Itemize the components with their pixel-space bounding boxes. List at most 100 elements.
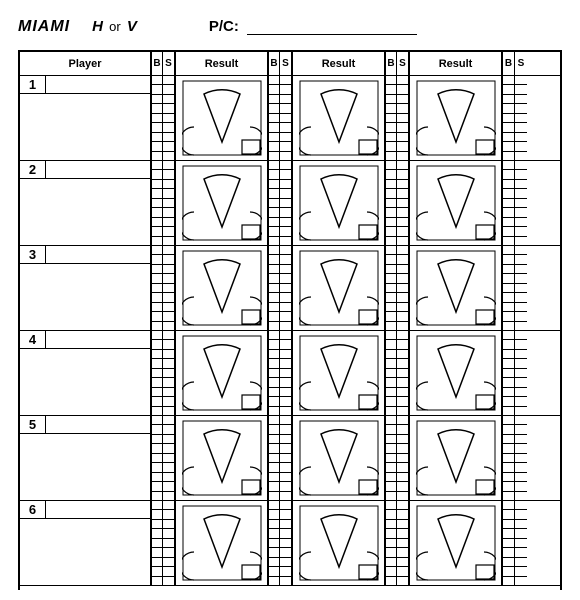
bs-cell[interactable] bbox=[386, 293, 396, 302]
bs-cell[interactable] bbox=[386, 482, 396, 491]
bs-cell[interactable] bbox=[152, 397, 162, 406]
bs-cell[interactable] bbox=[163, 218, 174, 227]
bs-cell[interactable] bbox=[152, 577, 162, 585]
bs-cell[interactable] bbox=[397, 227, 408, 236]
bs-cell[interactable] bbox=[269, 152, 279, 160]
bs-cell[interactable] bbox=[163, 123, 174, 132]
bs-cell[interactable] bbox=[515, 435, 527, 444]
bs-cell[interactable] bbox=[515, 180, 527, 189]
bs-cell[interactable] bbox=[503, 492, 514, 500]
bs-cell[interactable] bbox=[515, 85, 527, 94]
result-cell[interactable] bbox=[410, 246, 503, 330]
bs-column[interactable] bbox=[163, 246, 174, 330]
bs-cell[interactable] bbox=[269, 227, 279, 236]
bs-cell[interactable] bbox=[503, 85, 514, 94]
bs-cell[interactable] bbox=[386, 520, 396, 529]
bs-cell[interactable] bbox=[515, 274, 527, 283]
bs-cell[interactable] bbox=[152, 558, 162, 567]
bs-cell[interactable] bbox=[269, 142, 279, 151]
bs-cell[interactable] bbox=[280, 340, 291, 349]
bs-cell[interactable] bbox=[163, 180, 174, 189]
bs-cell[interactable] bbox=[269, 123, 279, 132]
bs-cell[interactable] bbox=[386, 378, 396, 387]
bs-cell[interactable] bbox=[280, 265, 291, 274]
result-cell[interactable] bbox=[293, 501, 386, 585]
bs-cell[interactable] bbox=[269, 397, 279, 406]
bs-column[interactable] bbox=[269, 246, 280, 330]
bs-cell[interactable] bbox=[386, 312, 396, 321]
bs-cell[interactable] bbox=[152, 322, 162, 330]
bs-column[interactable] bbox=[269, 331, 280, 415]
bs-cell[interactable] bbox=[269, 529, 279, 538]
bs-cell[interactable] bbox=[515, 104, 527, 113]
bs-cell[interactable] bbox=[280, 454, 291, 463]
bs-cell[interactable] bbox=[152, 180, 162, 189]
bs-cell[interactable] bbox=[152, 378, 162, 387]
bs-cell[interactable] bbox=[397, 180, 408, 189]
bs-cell[interactable] bbox=[152, 501, 162, 510]
bs-cell[interactable] bbox=[397, 510, 408, 519]
bs-cell[interactable] bbox=[515, 189, 527, 198]
bs-cell[interactable] bbox=[269, 265, 279, 274]
bs-column[interactable] bbox=[152, 501, 163, 585]
bs-column[interactable] bbox=[397, 416, 408, 500]
bs-cell[interactable] bbox=[397, 322, 408, 330]
result-cell[interactable] bbox=[293, 331, 386, 415]
bs-cell[interactable] bbox=[397, 284, 408, 293]
bs-cell[interactable] bbox=[397, 293, 408, 302]
bs-cell[interactable] bbox=[152, 350, 162, 359]
bs-cell[interactable] bbox=[152, 444, 162, 453]
bs-cell[interactable] bbox=[163, 501, 174, 510]
bs-cell[interactable] bbox=[163, 104, 174, 113]
bs-column[interactable] bbox=[397, 501, 408, 585]
bs-cell[interactable] bbox=[386, 454, 396, 463]
bs-cell[interactable] bbox=[280, 152, 291, 160]
bs-cell[interactable] bbox=[163, 255, 174, 264]
bs-cell[interactable] bbox=[280, 501, 291, 510]
bs-cell[interactable] bbox=[163, 463, 174, 472]
bs-cell[interactable] bbox=[397, 303, 408, 312]
bs-cell[interactable] bbox=[152, 567, 162, 576]
bs-cell[interactable] bbox=[503, 482, 514, 491]
bs-cell[interactable] bbox=[280, 255, 291, 264]
bs-cell[interactable] bbox=[503, 265, 514, 274]
bs-cell[interactable] bbox=[163, 454, 174, 463]
bs-cell[interactable] bbox=[163, 284, 174, 293]
bs-cell[interactable] bbox=[503, 246, 514, 255]
bs-cell[interactable] bbox=[280, 397, 291, 406]
bs-cell[interactable] bbox=[397, 208, 408, 217]
player-cell[interactable]: 6 bbox=[20, 501, 152, 585]
bs-cell[interactable] bbox=[152, 425, 162, 434]
player-cell[interactable]: 5 bbox=[20, 416, 152, 500]
bs-column[interactable] bbox=[269, 161, 280, 245]
bs-cell[interactable] bbox=[515, 407, 527, 415]
bs-cell[interactable] bbox=[163, 473, 174, 482]
bs-cell[interactable] bbox=[397, 501, 408, 510]
bs-cell[interactable] bbox=[397, 520, 408, 529]
bs-cell[interactable] bbox=[280, 473, 291, 482]
bs-cell[interactable] bbox=[152, 76, 162, 85]
bs-cell[interactable] bbox=[280, 577, 291, 585]
bs-cell[interactable] bbox=[397, 529, 408, 538]
bs-cell[interactable] bbox=[280, 246, 291, 255]
bs-cell[interactable] bbox=[163, 95, 174, 104]
bs-cell[interactable] bbox=[515, 388, 527, 397]
bs-cell[interactable] bbox=[515, 425, 527, 434]
bs-cell[interactable] bbox=[152, 454, 162, 463]
bs-cell[interactable] bbox=[280, 303, 291, 312]
bs-cell[interactable] bbox=[269, 76, 279, 85]
bs-cell[interactable] bbox=[163, 539, 174, 548]
bs-column[interactable] bbox=[163, 416, 174, 500]
bs-cell[interactable] bbox=[152, 274, 162, 283]
bs-cell[interactable] bbox=[163, 274, 174, 283]
bs-cell[interactable] bbox=[386, 85, 396, 94]
bs-cell[interactable] bbox=[397, 170, 408, 179]
bs-column[interactable] bbox=[163, 501, 174, 585]
bs-column[interactable] bbox=[515, 246, 527, 330]
bs-cell[interactable] bbox=[163, 142, 174, 151]
bs-cell[interactable] bbox=[386, 558, 396, 567]
bs-cell[interactable] bbox=[269, 463, 279, 472]
bs-cell[interactable] bbox=[163, 293, 174, 302]
bs-cell[interactable] bbox=[503, 473, 514, 482]
bs-column[interactable] bbox=[280, 246, 291, 330]
